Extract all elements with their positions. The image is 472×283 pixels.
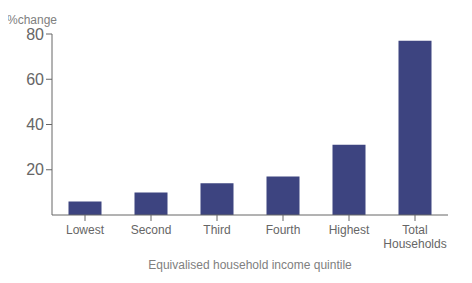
svg-text:20: 20 (26, 161, 44, 178)
svg-text:TotalHouseholds: TotalHouseholds (383, 223, 446, 251)
svg-text:Fourth: Fourth (266, 223, 301, 237)
svg-text:Third: Third (203, 223, 230, 237)
svg-text:Second: Second (131, 223, 172, 237)
svg-text:40: 40 (26, 116, 44, 133)
svg-text:80: 80 (26, 26, 44, 43)
svg-text:60: 60 (26, 71, 44, 88)
svg-text:Lowest: Lowest (66, 223, 105, 237)
svg-text:Highest: Highest (329, 223, 370, 237)
svg-text:Equivalised household income q: Equivalised household income quintile (148, 258, 352, 272)
svg-text:%change: %change (8, 13, 57, 27)
